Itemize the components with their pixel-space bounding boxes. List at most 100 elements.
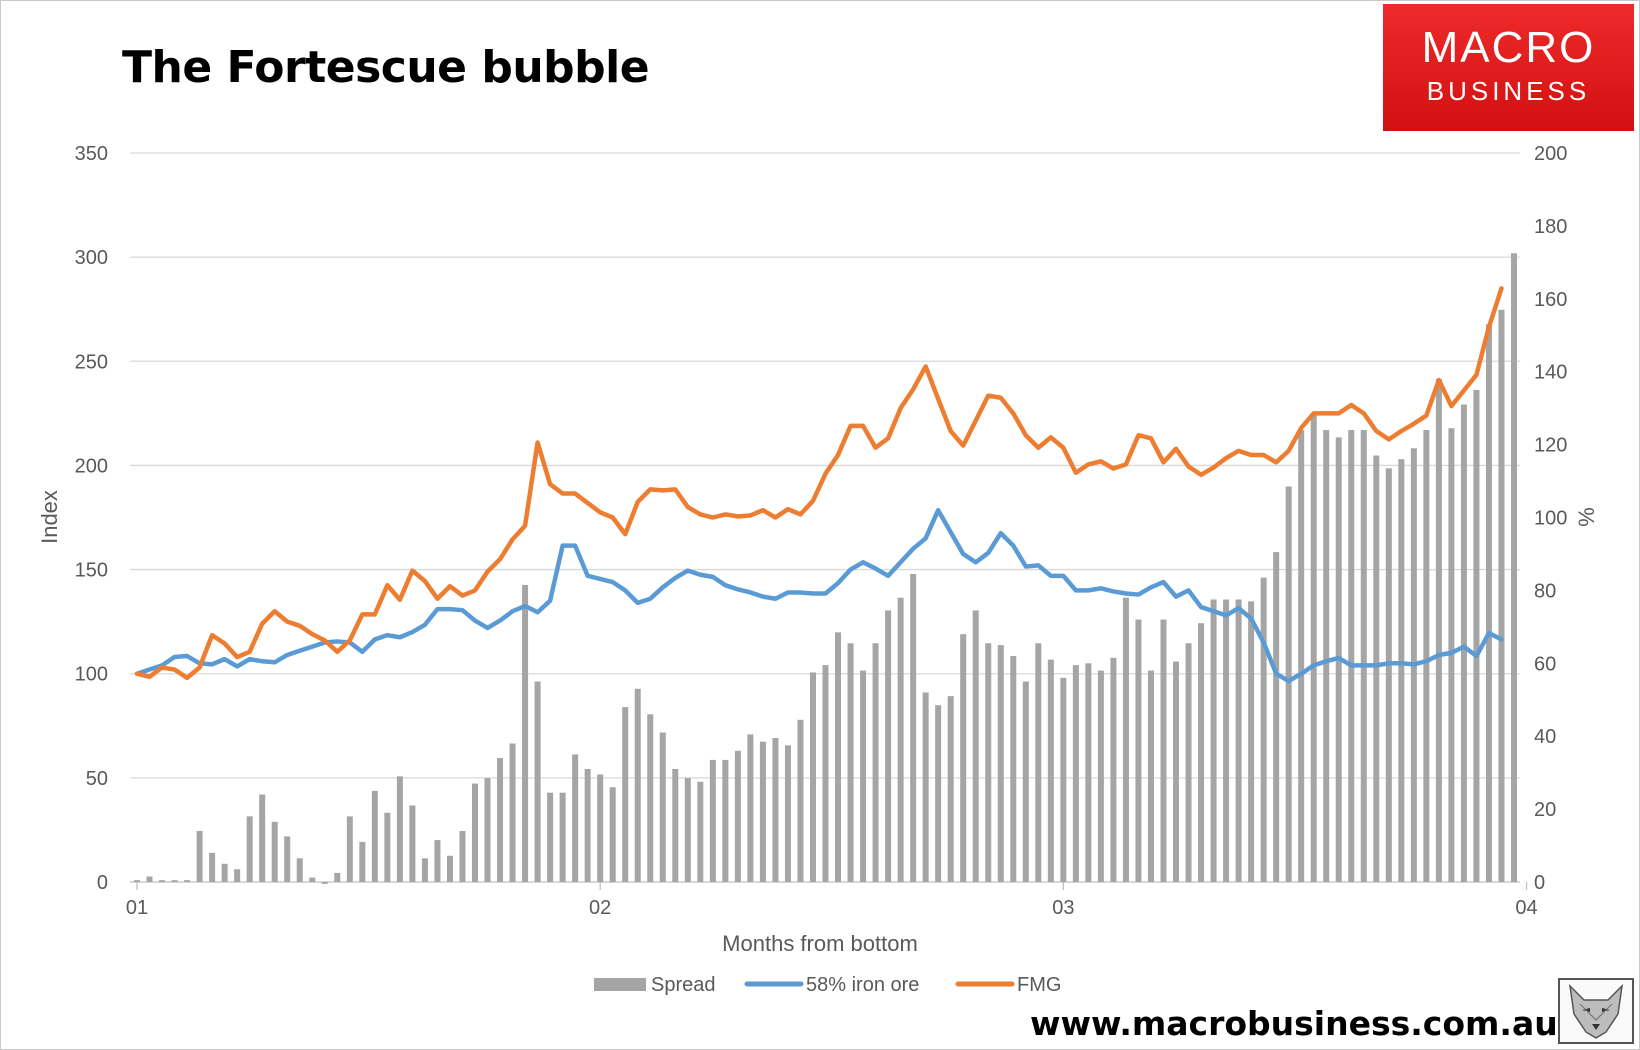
spread-bar (1122, 597, 1129, 882)
spread-bar (221, 863, 228, 882)
spread-bar (609, 787, 616, 882)
spread-bar (459, 830, 466, 882)
spread-bar (797, 719, 804, 882)
spread-bar (1173, 661, 1180, 882)
y2-tick-label: 40 (1534, 726, 1556, 748)
spread-bar (146, 876, 153, 882)
spread-bar (1348, 430, 1355, 882)
y-tick-label: 0 (97, 872, 108, 894)
spread-bar (1273, 552, 1280, 882)
y2-tick-label: 0 (1534, 872, 1545, 894)
iron-ore-line (134, 507, 1504, 684)
spread-bar (384, 812, 391, 882)
y-tick-label: 300 (75, 247, 108, 269)
spread-bar (847, 643, 854, 882)
legend-label-iron-ore: 58% iron ore (806, 974, 919, 996)
spread-bar (922, 692, 929, 882)
spread-bar (434, 840, 441, 882)
spread-bar (296, 858, 303, 882)
legend: Spread 58% iron ore FMG (594, 974, 1061, 996)
x-tick-label: 02 (589, 897, 611, 919)
spread-bar (259, 794, 266, 882)
spread-bar (284, 836, 291, 882)
spread-bar (985, 643, 992, 882)
spread-bar (1072, 665, 1079, 882)
spread-bar (672, 769, 679, 882)
spread-bar (1485, 324, 1492, 882)
spread-bar (1473, 389, 1480, 882)
spread-bar (1423, 430, 1430, 882)
website-url[interactable]: www.macrobusiness.com.au (1030, 1004, 1558, 1043)
spread-bar (1360, 430, 1367, 882)
spread-bar (872, 643, 879, 882)
spread-bar (972, 610, 979, 882)
fmg-line (134, 286, 1504, 681)
chart-title: The Fortescue bubble (122, 42, 650, 93)
spread-bar (697, 781, 704, 882)
spread-bar (1035, 643, 1042, 882)
y2-tick-label: 160 (1534, 289, 1567, 311)
spread-bar (509, 743, 516, 882)
spread-bar (772, 738, 779, 882)
spread-bar (684, 778, 691, 882)
spread-bar (659, 732, 666, 882)
y-tick-label: 200 (75, 455, 108, 477)
spread-bar (171, 880, 178, 882)
spread-bar (1198, 623, 1205, 882)
spread-bar (1147, 670, 1154, 882)
spread-bar (484, 778, 491, 882)
spread-bar (421, 858, 428, 882)
legend-label-fmg: FMG (1017, 974, 1061, 996)
y2-tick-label: 100 (1534, 508, 1567, 530)
spread-bar (1435, 378, 1442, 882)
spread-bar (1373, 455, 1380, 882)
spread-bar (709, 759, 716, 882)
spread-bar (1398, 459, 1405, 882)
wolf-mascot-icon (1558, 978, 1634, 1044)
spread-bar (622, 707, 629, 882)
spread-bar (1235, 599, 1242, 882)
spread-bar (910, 573, 917, 882)
spread-bar (784, 745, 791, 882)
y-tick-label: 100 (75, 664, 108, 686)
macrobusiness-logo[interactable]: MACRO BUSINESS (1383, 4, 1634, 131)
spread-bar (935, 705, 942, 882)
y2-tick-label: 20 (1534, 799, 1556, 821)
spread-bar (997, 645, 1004, 882)
spread-bar (133, 880, 141, 882)
spread-bar (809, 672, 816, 882)
spread-bar (334, 872, 341, 882)
spread-bar (597, 774, 604, 882)
spread-bar (947, 696, 954, 882)
x-tick-label: 04 (1515, 897, 1537, 919)
series-lines (134, 286, 1504, 684)
spread-bar (747, 734, 754, 882)
y-axis-label: Index (37, 490, 62, 544)
spread-bar (522, 584, 529, 882)
y-tick-label: 150 (75, 560, 108, 582)
logo-line-1: MACRO (1421, 23, 1596, 72)
spread-bar (534, 681, 541, 882)
legend-swatch-spread (594, 978, 646, 991)
spread-bar (572, 754, 579, 882)
spread-bar (271, 821, 278, 882)
spread-bar (346, 816, 353, 882)
spread-bar (497, 758, 504, 882)
spread-bar (359, 841, 366, 882)
spread-bar (1248, 601, 1255, 882)
y2-tick-label: 80 (1534, 580, 1556, 602)
spread-bar (734, 750, 741, 882)
spread-bar (409, 805, 416, 882)
spread-bar (371, 790, 378, 882)
spread-bar (647, 714, 654, 882)
spread-bar (246, 816, 253, 882)
spread-bar (1210, 599, 1217, 882)
spread-bar (1298, 430, 1305, 882)
spread-bar (1223, 599, 1230, 882)
y-tick-label: 50 (86, 768, 108, 790)
y-tick-label: 350 (75, 143, 108, 165)
spread-bar (1285, 486, 1292, 882)
spread-bar (196, 830, 203, 882)
spread-bar (559, 792, 566, 882)
y2-tick-label: 120 (1534, 435, 1567, 457)
